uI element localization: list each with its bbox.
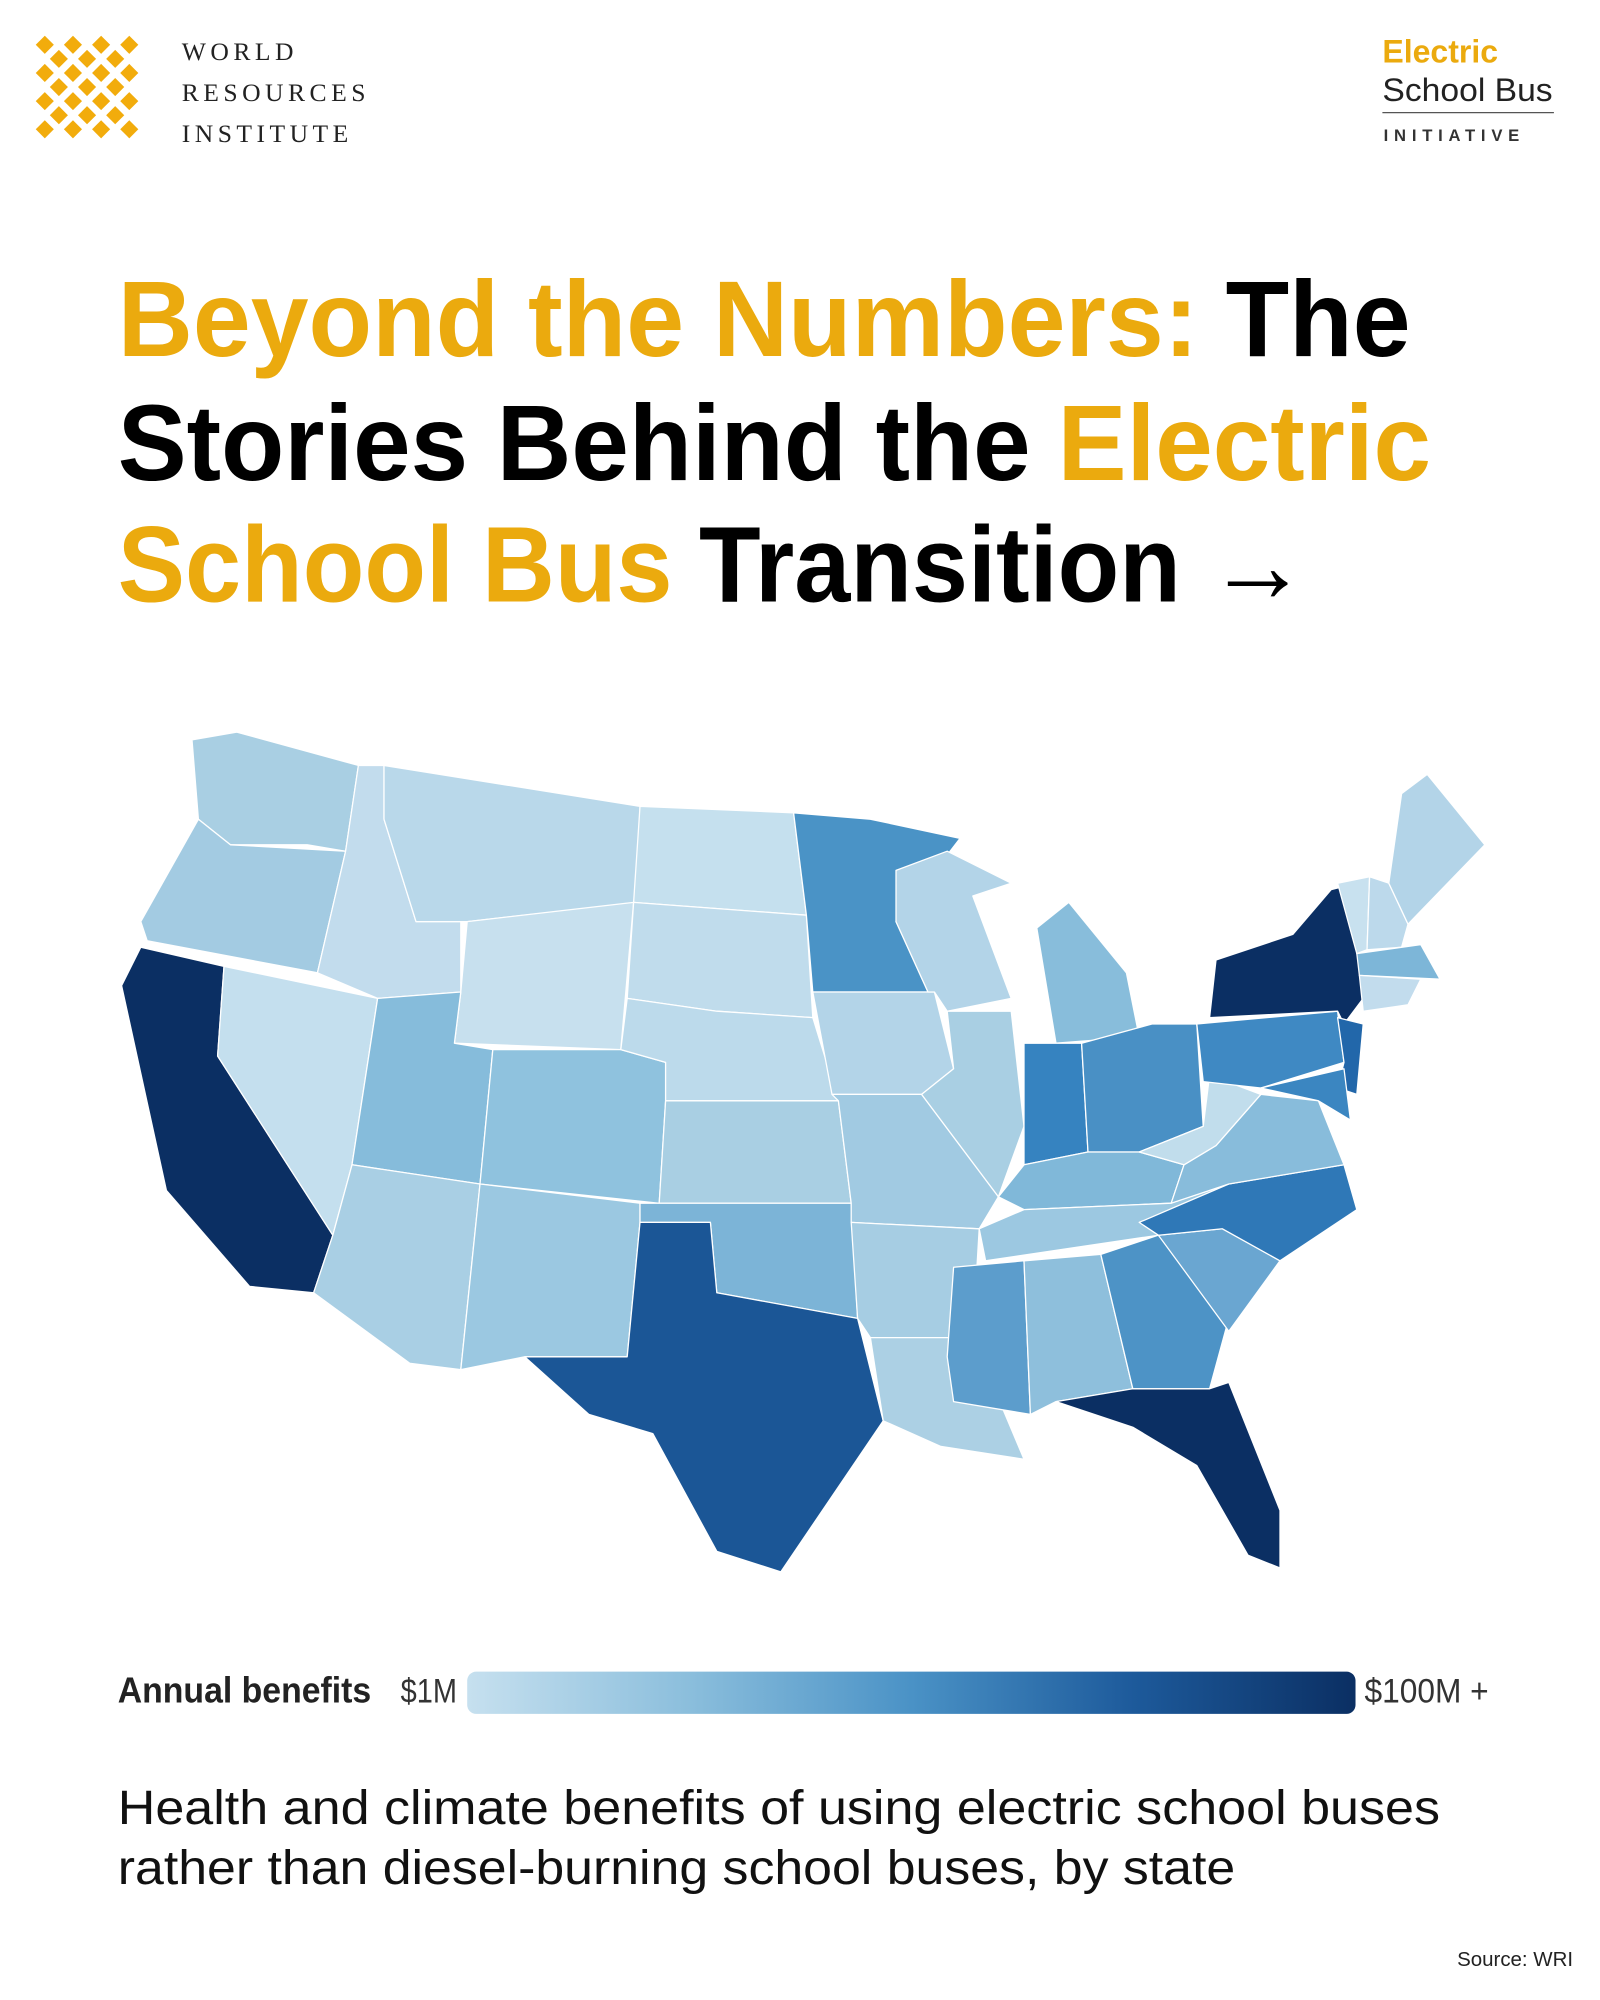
state [1260, 1068, 1352, 1121]
legend-min: $1M [401, 1672, 457, 1710]
icon-cell [63, 35, 83, 54]
state [1055, 1381, 1281, 1569]
caption: Health and climate benefits of using ele… [118, 1781, 1440, 1835]
us-map [120, 731, 1486, 1573]
state [1388, 773, 1486, 925]
icon-cell [92, 92, 111, 111]
title-part: The [1226, 259, 1411, 379]
icon-cell [92, 120, 111, 139]
caption: rather than diesel-burning school buses,… [118, 1841, 1235, 1895]
legend-gradient [467, 1671, 1356, 1714]
icon-cell [77, 106, 97, 125]
icon-cell [106, 77, 125, 97]
state [946, 1260, 1032, 1416]
state [1080, 1023, 1204, 1153]
icon-cell [35, 92, 54, 111]
state [1356, 944, 1441, 980]
icon-cell [49, 49, 68, 68]
icon-cell [92, 63, 111, 83]
state [1196, 1010, 1345, 1089]
state [1358, 974, 1422, 1012]
icon-cell [35, 35, 54, 54]
icon-cell [77, 49, 97, 68]
state [460, 1183, 641, 1371]
icon-cell [49, 106, 68, 125]
title-part: → [1207, 505, 1308, 625]
title-part: Beyond the Numbers: [118, 259, 1199, 379]
state [658, 1100, 852, 1204]
state [383, 764, 641, 923]
icon-cell [77, 77, 97, 97]
state [479, 1048, 667, 1204]
icon-cell [35, 63, 54, 83]
title-part: Electric [1058, 383, 1431, 503]
icon-cell [106, 106, 125, 125]
logo-text: Electric [1382, 34, 1498, 70]
state [895, 850, 1012, 1012]
title-line: Beyond the Numbers:The [118, 259, 1411, 379]
legend-title: Annual benefits [118, 1670, 371, 1710]
logo-text: School Bus [1382, 72, 1552, 108]
icon-cell [63, 120, 83, 139]
icon-cell [120, 35, 139, 54]
icon-cell [120, 120, 139, 139]
logo-text: INITIATIVE [1384, 126, 1525, 145]
icon-cell [92, 35, 111, 54]
state [1100, 1234, 1230, 1390]
state [1366, 876, 1409, 951]
icon-cell [63, 63, 83, 83]
state [1208, 882, 1364, 1025]
title-part: Stories Behind the [118, 383, 1031, 503]
state [632, 805, 808, 916]
state [1023, 1042, 1089, 1166]
title-part: School Bus [118, 505, 673, 625]
icon-cell [120, 63, 139, 83]
title-line: School BusTransition→ [118, 505, 1308, 625]
state [453, 901, 635, 1051]
title-line: Stories Behind theElectric [118, 383, 1431, 503]
logo-text: RESOURCES [182, 78, 370, 107]
state [626, 901, 814, 1019]
state [1138, 1074, 1262, 1166]
icon-cell [106, 49, 125, 68]
logo-text: INSTITUTE [182, 119, 353, 148]
logo-text: WORLD [182, 37, 298, 66]
wri-logo-icon [35, 35, 139, 139]
legend-max: $100M + [1364, 1672, 1488, 1710]
state [524, 1221, 884, 1573]
source: Source: WRI [1457, 1948, 1573, 1971]
title-part: Transition [699, 505, 1181, 625]
state [1036, 901, 1140, 1044]
icon-cell [120, 92, 139, 111]
icon-cell [35, 120, 54, 139]
state [812, 991, 955, 1096]
icon-cell [49, 77, 68, 97]
icon-cell [63, 92, 83, 111]
